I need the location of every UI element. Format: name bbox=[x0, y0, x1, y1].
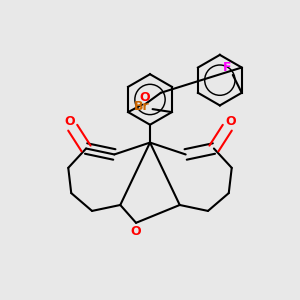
Text: O: O bbox=[64, 115, 75, 128]
Text: O: O bbox=[225, 115, 236, 128]
Text: O: O bbox=[131, 225, 141, 238]
Text: Br: Br bbox=[134, 100, 150, 113]
Text: O: O bbox=[140, 91, 150, 104]
Text: F: F bbox=[223, 61, 231, 74]
